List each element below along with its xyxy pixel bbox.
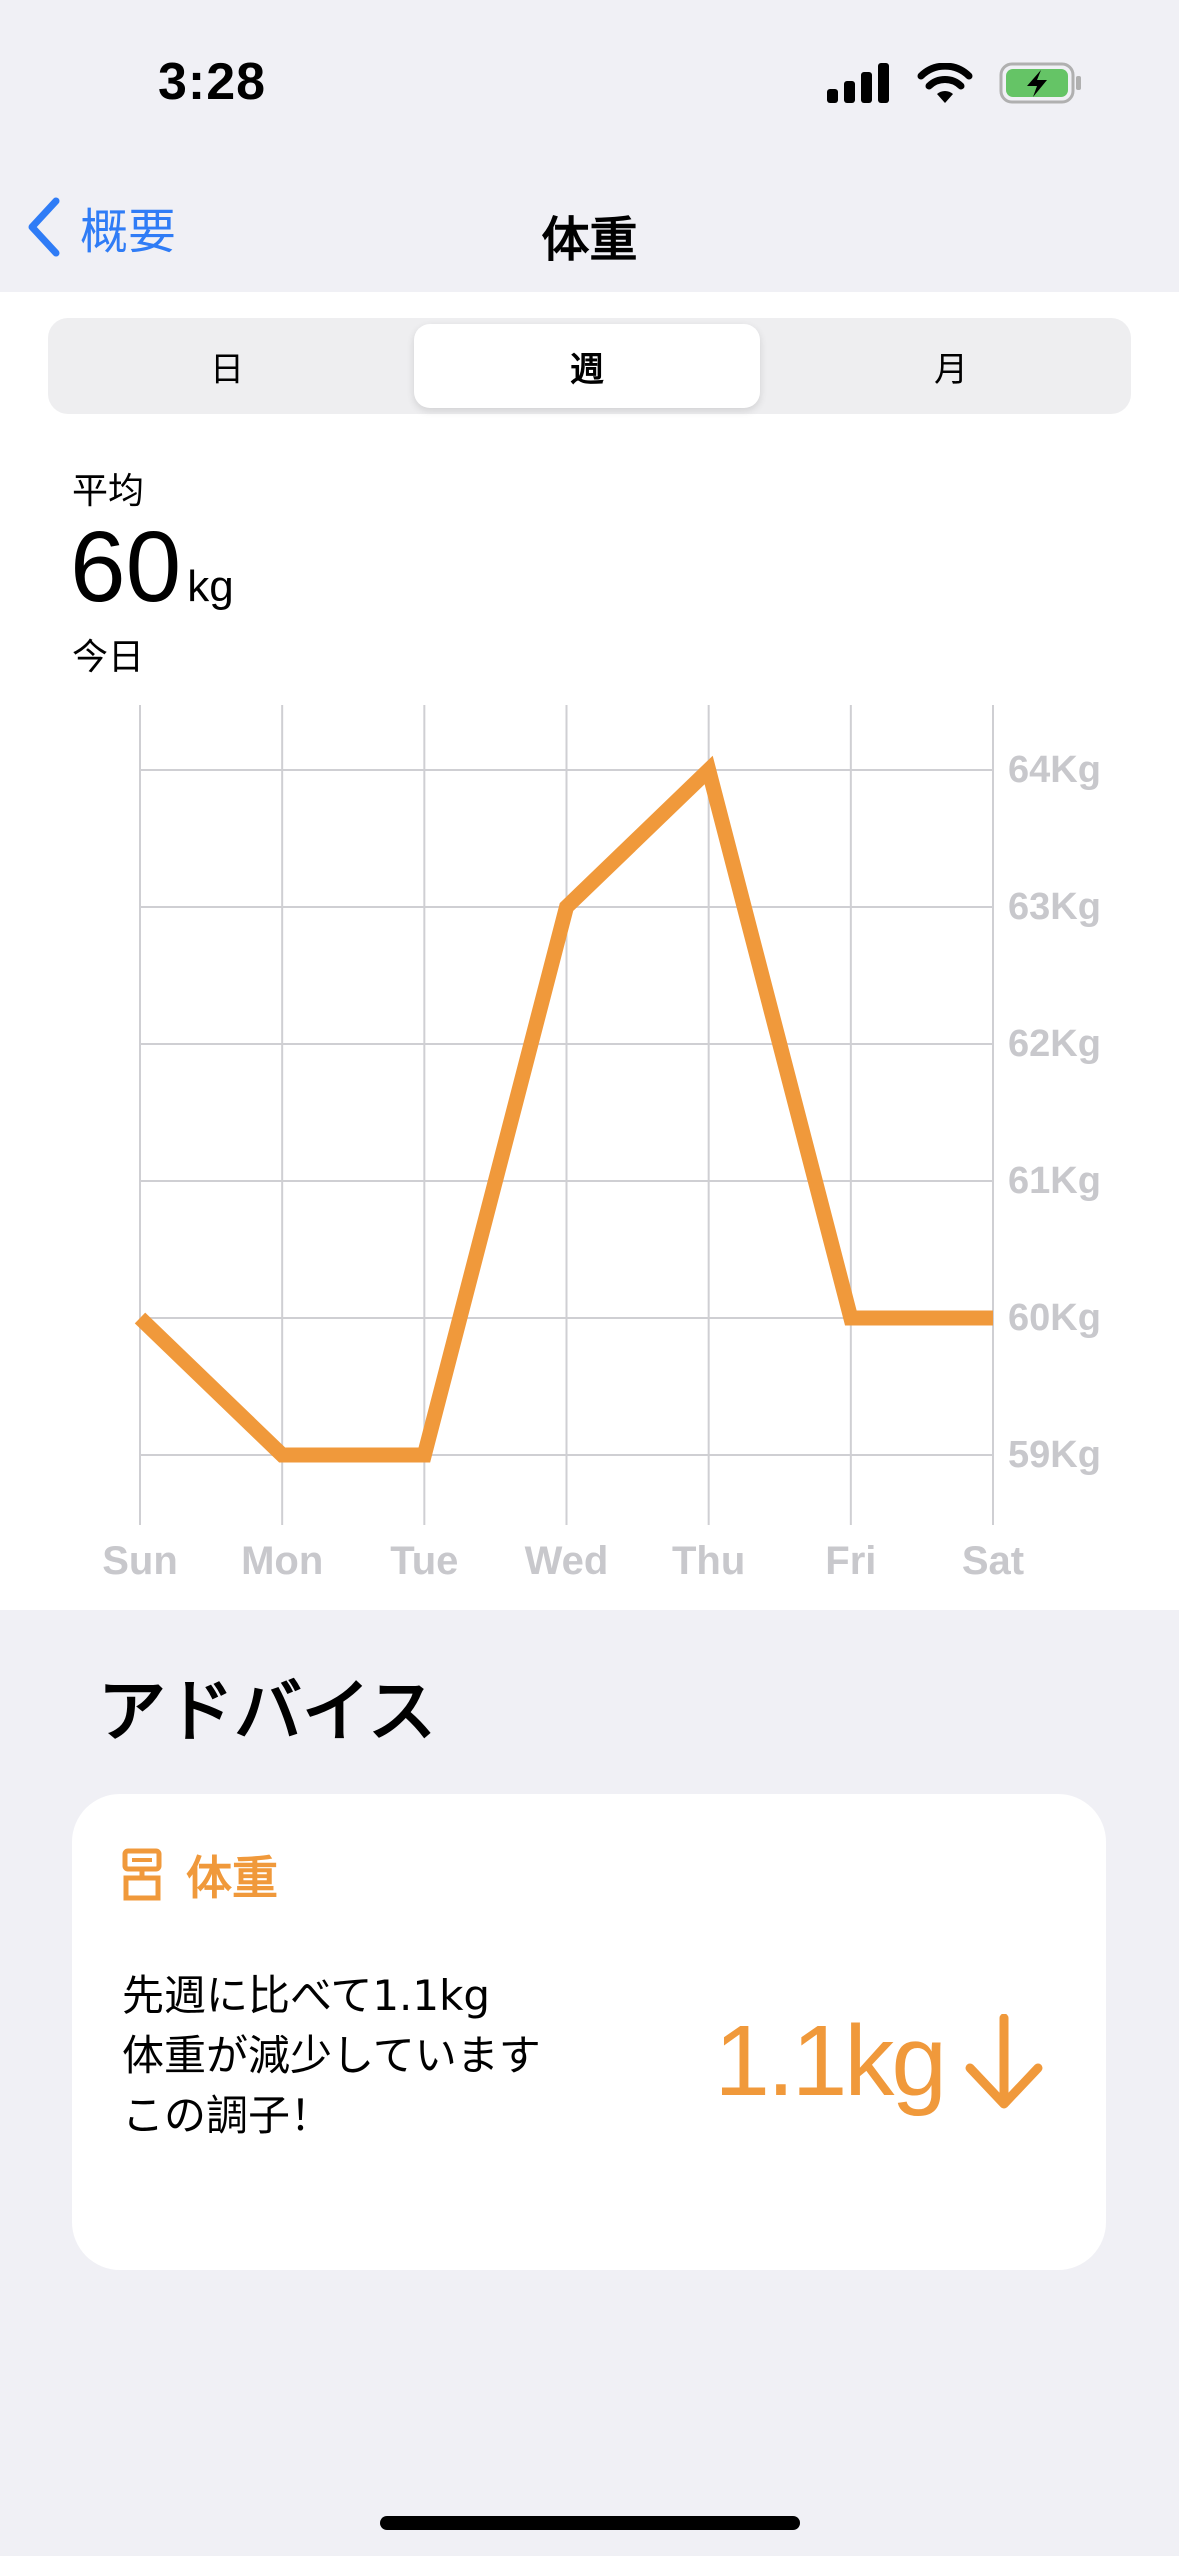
x-tick-label: Wed [525, 1539, 609, 1583]
x-tick-label: Sat [962, 1539, 1024, 1583]
arrow-down-icon [965, 2013, 1043, 2108]
back-button-label: 概要 [80, 204, 177, 260]
advice-message-line: 体重が減少しています [122, 2031, 541, 2080]
y-tick-label: 62Kg [1008, 1023, 1101, 1065]
average-label: 平均 [72, 471, 145, 512]
y-tick-label: 63Kg [1008, 886, 1101, 928]
y-tick-label: 60Kg [1008, 1297, 1101, 1339]
x-tick-label: Tue [390, 1539, 458, 1583]
segment-month[interactable]: 月 [934, 349, 968, 390]
x-tick-label: Fri [825, 1539, 876, 1583]
weight-change-value: 1.1kg [714, 2005, 947, 2117]
advice-card[interactable]: 体重 先週に比べて1.1kg 体重が減少しています この調子！ 1.1kg [72, 1794, 1106, 2270]
x-tick-label: Sun [102, 1539, 178, 1583]
period-segmented-control: 日 週 月 [48, 318, 1131, 414]
advice-card-header: 体重 [122, 1842, 278, 1908]
average-number: 60 [70, 511, 182, 623]
navigation-bar: 概要 体重 [0, 170, 1179, 292]
advice-message-line: 先週に比べて1.1kg [122, 1971, 491, 2020]
status-time: 3:28 [158, 53, 267, 111]
segment-week[interactable]: 週 [414, 324, 760, 408]
y-tick-label: 59Kg [1008, 1434, 1101, 1476]
average-value: 60 kg [70, 510, 234, 625]
advice-heading: アドバイス [98, 1673, 436, 1752]
battery-charging-icon [999, 62, 1081, 104]
advice-card-message: 先週に比べて1.1kg 体重が減少しています この調子！ [122, 1966, 682, 2146]
page-title: 体重 [541, 212, 638, 268]
scale-icon [122, 1848, 162, 1901]
weight-line-chart: 59Kg 60Kg 61Kg 62Kg 63Kg 64Kg Sun Mon Tue Wed Thu F… [102, 705, 1101, 1583]
chart-section: 日 週 月 平均 60 kg 今日 59Kg 60Kg 61Kg 62Kg 63Kg 64… [0, 292, 1179, 1610]
status-bar: 3:28 [0, 0, 1179, 170]
wifi-icon [917, 63, 973, 103]
status-icons [827, 62, 1083, 104]
x-tick-label: Thu [672, 1539, 745, 1583]
back-button[interactable]: 概要 [26, 192, 176, 262]
average-date: 今日 [72, 637, 145, 678]
x-tick-label: Mon [241, 1539, 323, 1583]
advice-message-line: この調子！ [122, 2091, 333, 2140]
advice-card-change: 1.1kg [714, 2004, 1044, 2119]
cellular-signal-icon [827, 63, 889, 103]
y-tick-label: 61Kg [1008, 1160, 1101, 1202]
segment-day[interactable]: 日 [210, 349, 244, 390]
y-tick-label: 64Kg [1008, 749, 1101, 791]
advice-card-category: 体重 [186, 1851, 278, 1905]
chevron-left-icon [28, 197, 60, 257]
average-unit: kg [187, 562, 234, 611]
home-indicator [380, 2516, 800, 2530]
